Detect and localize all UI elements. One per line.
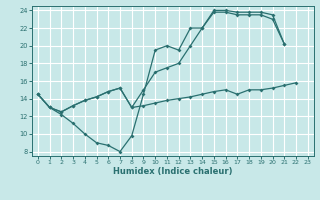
X-axis label: Humidex (Indice chaleur): Humidex (Indice chaleur) [113, 167, 233, 176]
